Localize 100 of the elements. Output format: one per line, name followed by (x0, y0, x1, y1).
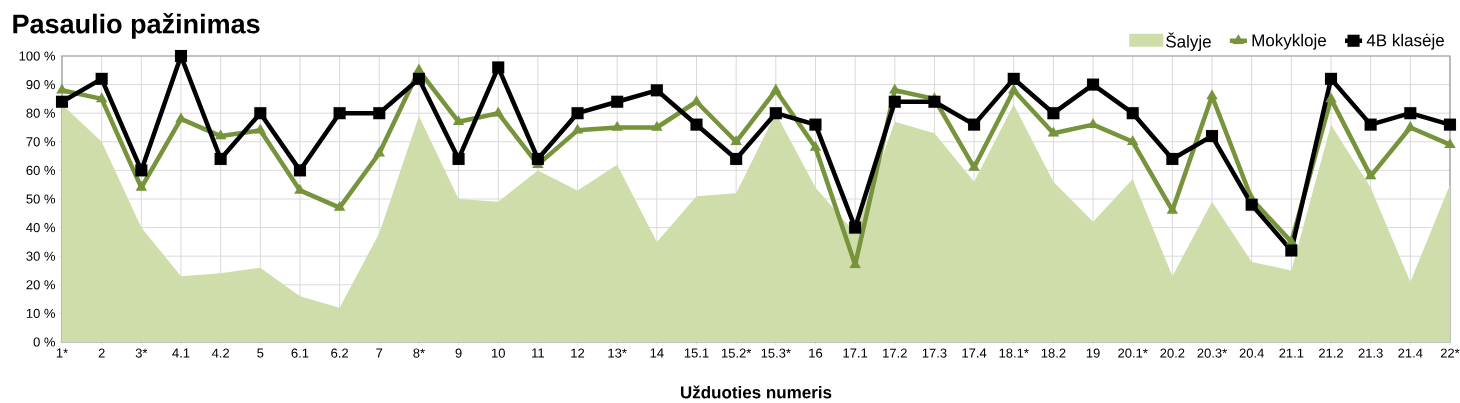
x-tick-label: 13* (608, 348, 627, 358)
point (849, 221, 862, 234)
x-tick-label: 20.2 (1160, 348, 1185, 358)
x-tick-label: 3* (135, 348, 148, 358)
x-axis-title: Užduoties numeris (680, 385, 832, 399)
point (1443, 118, 1457, 131)
point (1285, 244, 1298, 257)
point (1008, 83, 1020, 94)
x-tick-label: 15.2* (721, 348, 752, 358)
point (492, 106, 504, 117)
x-tick-label: 20.3* (1197, 348, 1227, 358)
x-tick-label: 16 (809, 348, 823, 358)
point (888, 95, 901, 108)
point (531, 152, 544, 166)
point (809, 118, 822, 131)
point (333, 201, 346, 211)
x-tick-label: 4.2 (211, 348, 230, 358)
y-tick-label: 90 % (26, 79, 56, 90)
y-tick-label: 60 % (26, 165, 56, 175)
x-tick-label: 11 (532, 348, 544, 358)
y-tick-label: 20 % (26, 280, 56, 290)
point (1166, 152, 1179, 166)
y-tick-label: 10 % (26, 308, 56, 318)
x-tick-label: 14 (650, 348, 664, 358)
x-tick-label: 4.1 (172, 348, 190, 358)
y-tick-label: 40 % (26, 222, 56, 233)
x-tick-label: 17.4 (962, 348, 987, 358)
y-tick-label: 100 % (19, 51, 56, 61)
y-tick-label: 80 % (26, 108, 56, 118)
point (1126, 107, 1139, 120)
legend-label: Mokykloje (1252, 33, 1326, 50)
point (651, 120, 663, 131)
point (730, 135, 742, 146)
point (492, 61, 505, 74)
legend-label: Šalyje (1166, 32, 1211, 51)
x-tick-label: 9 (455, 348, 462, 358)
x-tick-label: 21.4 (1398, 348, 1423, 358)
x-tick-label: 6.2 (331, 348, 348, 358)
point (333, 107, 346, 120)
point (214, 129, 227, 140)
point (1404, 107, 1417, 120)
x-tick-label: 17.1 (843, 348, 868, 358)
point (690, 118, 703, 131)
point (1087, 78, 1100, 91)
legend-label: 4B klasėje (1366, 33, 1444, 50)
x-tick-label: 21.3 (1358, 348, 1383, 358)
point (1325, 92, 1337, 103)
x-tick-label: 20.4 (1239, 348, 1264, 358)
point (95, 92, 108, 103)
point (809, 140, 822, 151)
x-tick-label: 18.2 (1041, 348, 1066, 358)
point (1127, 135, 1139, 146)
x-tick-label: 22* (1440, 348, 1460, 358)
y-tick-label: 30 % (26, 251, 56, 261)
point (611, 95, 624, 108)
x-tick-label: 5 (257, 348, 264, 358)
point (95, 72, 108, 85)
x-tick-label: 10 (491, 348, 505, 358)
point (135, 180, 148, 191)
point (769, 107, 782, 120)
point (373, 146, 385, 157)
point (1444, 138, 1456, 148)
point (1205, 130, 1219, 143)
point (254, 107, 267, 120)
point (55, 95, 69, 108)
y-tick-label: 0 % (33, 337, 56, 347)
x-tick-label: 12 (571, 348, 585, 358)
point (968, 118, 981, 131)
y-tick-label: 50 % (26, 194, 56, 204)
point (1206, 89, 1218, 100)
point (1245, 198, 1258, 211)
x-tick-label: 17.2 (883, 348, 907, 358)
x-tick-label: 6.1 (291, 348, 309, 358)
point (968, 160, 980, 171)
point (1007, 72, 1020, 85)
point (1047, 126, 1060, 137)
point (174, 49, 188, 63)
x-tick-label: 15.3* (761, 348, 791, 358)
point (135, 164, 148, 177)
point (928, 95, 941, 108)
point (452, 152, 465, 166)
point (571, 107, 584, 120)
point (1364, 169, 1377, 180)
point (571, 123, 584, 134)
point (889, 83, 901, 94)
point (1166, 203, 1179, 214)
point (650, 84, 663, 97)
point (56, 83, 68, 94)
x-tick-label: 19 (1086, 348, 1100, 358)
point (214, 152, 227, 166)
point (412, 72, 425, 85)
point (730, 152, 743, 166)
point (413, 63, 425, 74)
point (254, 123, 266, 134)
x-tick-label: 8* (413, 348, 425, 358)
y-tick-label: 70 % (26, 137, 56, 147)
x-tick-label: 20.1* (1118, 348, 1148, 358)
x-tick-label: 18.1* (999, 348, 1029, 358)
point (373, 107, 386, 120)
x-tick-label: 15.1 (684, 348, 709, 358)
